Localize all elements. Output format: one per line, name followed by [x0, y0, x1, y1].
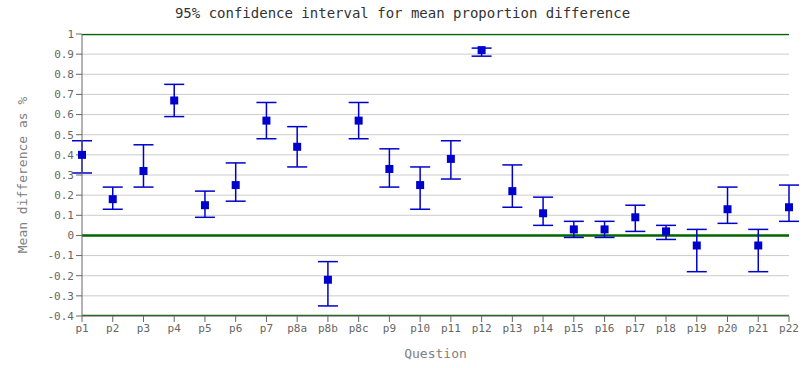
- svg-text:p13: p13: [502, 322, 522, 335]
- svg-text:p8b: p8b: [318, 322, 338, 335]
- svg-text:p2: p2: [106, 322, 119, 335]
- svg-text:-0.4: -0.4: [48, 310, 75, 323]
- svg-text:p19: p19: [687, 322, 707, 335]
- svg-text:Mean difference as %: Mean difference as %: [15, 97, 30, 254]
- svg-text:0.2: 0.2: [54, 189, 74, 202]
- svg-text:-0.3: -0.3: [48, 290, 75, 303]
- svg-text:p18: p18: [656, 322, 676, 335]
- svg-text:0.6: 0.6: [54, 108, 74, 121]
- svg-text:p1: p1: [75, 322, 88, 335]
- svg-text:0.4: 0.4: [54, 149, 74, 162]
- svg-text:p11: p11: [441, 322, 461, 335]
- svg-text:0.5: 0.5: [54, 129, 74, 142]
- svg-text:0.8: 0.8: [54, 68, 74, 81]
- svg-text:p15: p15: [564, 322, 584, 335]
- svg-text:p20: p20: [718, 322, 738, 335]
- svg-text:Question: Question: [404, 346, 467, 361]
- svg-text:0.7: 0.7: [54, 88, 74, 101]
- svg-text:p14: p14: [533, 322, 553, 335]
- svg-text:p8c: p8c: [349, 322, 369, 335]
- svg-text:-0.1: -0.1: [48, 249, 75, 262]
- svg-text:p7: p7: [260, 322, 273, 335]
- svg-text:0.1: 0.1: [54, 209, 74, 222]
- svg-text:p12: p12: [472, 322, 492, 335]
- svg-text:0.9: 0.9: [54, 48, 74, 61]
- svg-text:p17: p17: [625, 322, 645, 335]
- svg-text:1: 1: [67, 28, 74, 41]
- svg-text:p6: p6: [229, 322, 242, 335]
- svg-text:p5: p5: [198, 322, 211, 335]
- svg-text:p16: p16: [595, 322, 615, 335]
- svg-text:0.3: 0.3: [54, 169, 74, 182]
- svg-text:p3: p3: [137, 322, 150, 335]
- svg-text:p8a: p8a: [287, 322, 307, 335]
- svg-text:p4: p4: [168, 322, 182, 335]
- svg-text:p10: p10: [410, 322, 430, 335]
- svg-text:p22: p22: [779, 322, 797, 335]
- html-text:95% confidence interval for me: 95% confidence interval for mean proport…: [174, 5, 631, 21]
- svg-text:0: 0: [67, 229, 74, 242]
- svg-text:p9: p9: [383, 322, 396, 335]
- svg-text:p21: p21: [748, 322, 768, 335]
- svg-text:-0.2: -0.2: [48, 270, 75, 283]
